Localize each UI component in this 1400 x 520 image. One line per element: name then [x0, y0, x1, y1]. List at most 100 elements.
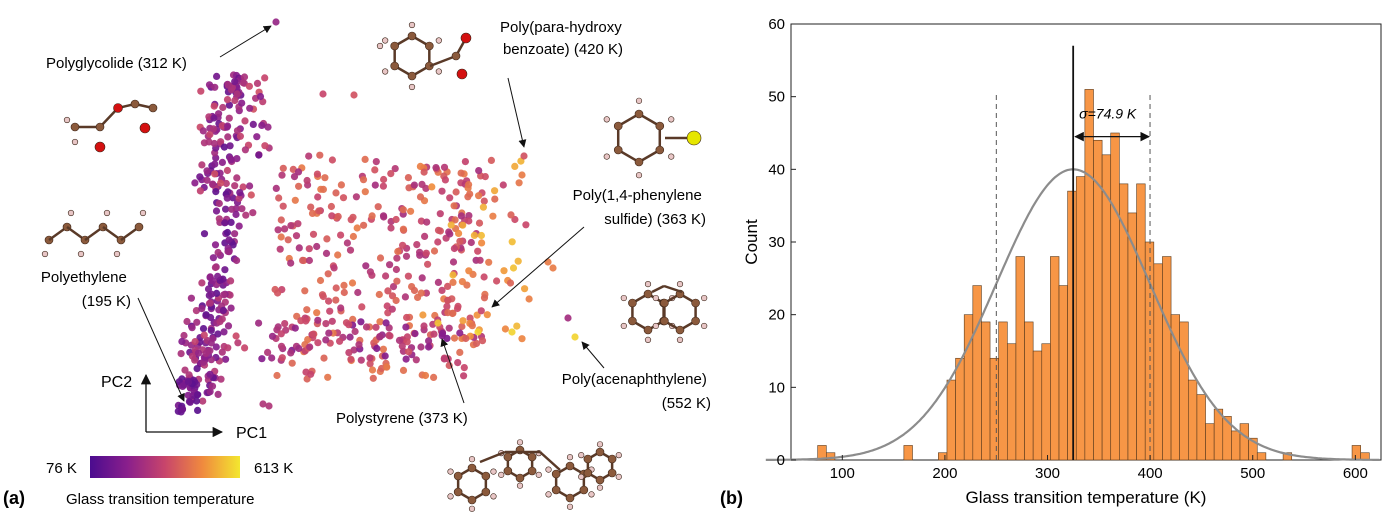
- molecule-atom: [545, 491, 552, 498]
- molecule-atom: [634, 109, 644, 119]
- scatter-point: [178, 337, 186, 346]
- scatter-point: [465, 267, 473, 275]
- scatter-point: [225, 101, 233, 109]
- scatter-point: [403, 313, 411, 322]
- histogram-bar: [1188, 379, 1198, 461]
- scatter-point: [430, 330, 438, 338]
- annotation-polyglycolide: Polyglycolide (312 K): [46, 55, 187, 72]
- molecule-atom: [456, 68, 468, 80]
- scatter-point: [232, 210, 240, 219]
- scatter-point: [199, 325, 208, 333]
- scatter-point: [206, 347, 214, 355]
- scatter-point: [489, 212, 497, 220]
- scatter-point: [434, 319, 442, 327]
- scatter-point: [199, 127, 207, 135]
- scatter-point: [340, 288, 348, 297]
- scatter-point: [222, 205, 230, 213]
- histogram-bar: [1136, 183, 1146, 461]
- molecule-atom: [67, 209, 75, 217]
- annotation-polystyrene: Polystyrene (373 K): [336, 410, 468, 427]
- molecule-atom: [435, 37, 442, 44]
- scatter-point: [211, 241, 220, 249]
- scatter-point: [330, 264, 338, 272]
- scatter-point: [465, 217, 473, 225]
- molecule-atom: [390, 61, 399, 71]
- molecule-atom: [551, 485, 561, 495]
- molecule-atom: [596, 484, 604, 491]
- molecule-atom: [635, 97, 643, 104]
- scatter-point: [349, 213, 357, 221]
- scatter-point: [261, 142, 269, 150]
- scatter-point: [349, 315, 357, 323]
- scatter-point: [332, 189, 340, 197]
- molecule-atom: [596, 441, 604, 448]
- scatter-point: [491, 195, 499, 203]
- scatter-point: [376, 254, 385, 262]
- scatter-point: [303, 176, 311, 185]
- scatter-point: [210, 102, 218, 110]
- molecule-atom: [652, 294, 659, 302]
- scatter-point: [197, 87, 205, 95]
- histogram-bar: [1050, 256, 1060, 461]
- annotation-phb: Poly(para-hydroxy benzoate) (420 K): [500, 19, 626, 58]
- scatter-point: [295, 182, 303, 190]
- scatter-point: [392, 215, 400, 224]
- scatter-point: [393, 254, 401, 262]
- scatter-point: [487, 156, 495, 164]
- scatter-point: [438, 187, 446, 195]
- molecule-atom: [635, 172, 643, 179]
- scatter-point: [295, 244, 303, 252]
- scatter-point: [404, 272, 412, 280]
- molecule-atom: [71, 138, 79, 146]
- scatter-point: [389, 283, 398, 291]
- scatter-point: [420, 322, 428, 330]
- y-tick-label: 50: [768, 89, 785, 106]
- scatter-point: [450, 334, 459, 342]
- histogram-bar: [1205, 423, 1215, 461]
- scatter-point: [224, 344, 232, 352]
- molecule-bond: [479, 450, 506, 464]
- scatter-point: [450, 202, 458, 210]
- annotation-pacn: Poly(acenaphthylene) (552 K): [562, 371, 711, 412]
- scatter-point: [307, 370, 315, 378]
- molecule-atom: [675, 325, 685, 335]
- scatter-point: [465, 181, 473, 189]
- molecule-atom: [425, 41, 434, 51]
- molecule-atom: [498, 471, 505, 478]
- scatter-point: [272, 184, 280, 192]
- scatter-point: [232, 332, 240, 340]
- scatter-point: [381, 352, 389, 360]
- scatter-point: [185, 371, 193, 379]
- scatter-point: [273, 371, 281, 380]
- scatter-point: [217, 138, 225, 146]
- scatter-point: [319, 90, 327, 98]
- molecule-atom: [468, 505, 476, 512]
- molecule-atom: [578, 473, 585, 480]
- scatter-point: [264, 348, 272, 356]
- x-tick-label: 600: [1343, 465, 1368, 482]
- scatter-point: [393, 277, 401, 285]
- molecule-atom: [615, 452, 622, 459]
- histogram-bar: [955, 357, 965, 461]
- scatter-point: [372, 323, 380, 331]
- scatter-point: [227, 304, 235, 312]
- molecule-atom: [516, 482, 524, 489]
- molecule-atom: [468, 456, 476, 463]
- scatter-point: [281, 225, 289, 233]
- scatter-point: [476, 256, 484, 264]
- scatter-point: [205, 138, 213, 146]
- scatter-point: [327, 202, 335, 211]
- scatter-point: [361, 188, 369, 196]
- scatter-point: [212, 188, 220, 196]
- scatter-point: [379, 212, 388, 220]
- scatter-point: [211, 263, 219, 272]
- scatter-point: [521, 285, 529, 293]
- scatter-point: [290, 173, 299, 181]
- scatter-point: [359, 176, 368, 184]
- scatter-point: [507, 211, 515, 219]
- scatter-point: [501, 325, 509, 333]
- scatter-point: [240, 73, 249, 81]
- molecule-atom: [503, 452, 513, 462]
- scatter-point: [509, 264, 518, 272]
